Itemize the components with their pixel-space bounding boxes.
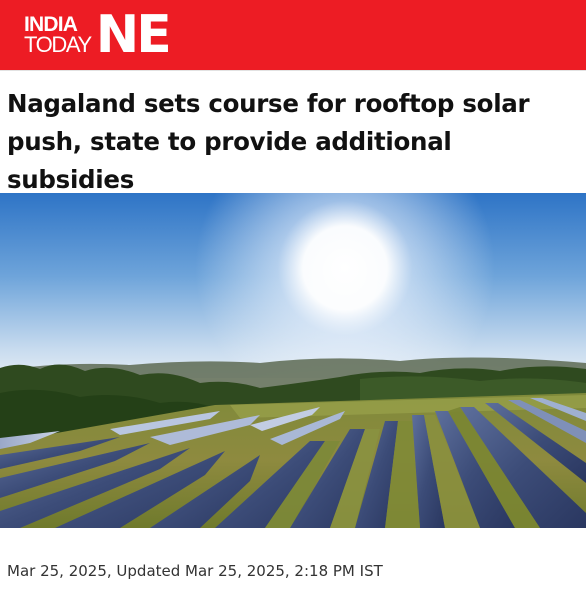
logo-ne-text: NE (95, 5, 172, 65)
site-header: INDIA TODAY NE (0, 0, 586, 70)
logo-india-text: INDIA (24, 12, 78, 37)
hero-image-solar-farm (0, 193, 586, 528)
publish-date: Mar 25, 2025, (7, 562, 112, 580)
india-today-ne-logo[interactable]: INDIA TODAY NE (24, 5, 172, 65)
logo-today-text: TODAY (24, 32, 92, 57)
logo-wordmark: INDIA TODAY (24, 12, 92, 57)
header-divider (0, 70, 586, 71)
updated-date: Updated Mar 25, 2025, 2:18 PM IST (116, 562, 383, 580)
article-title: Nagaland sets course for rooftop solar p… (7, 89, 530, 194)
article-meta: Mar 25, 2025, Updated Mar 25, 2025, 2:18… (7, 562, 383, 580)
